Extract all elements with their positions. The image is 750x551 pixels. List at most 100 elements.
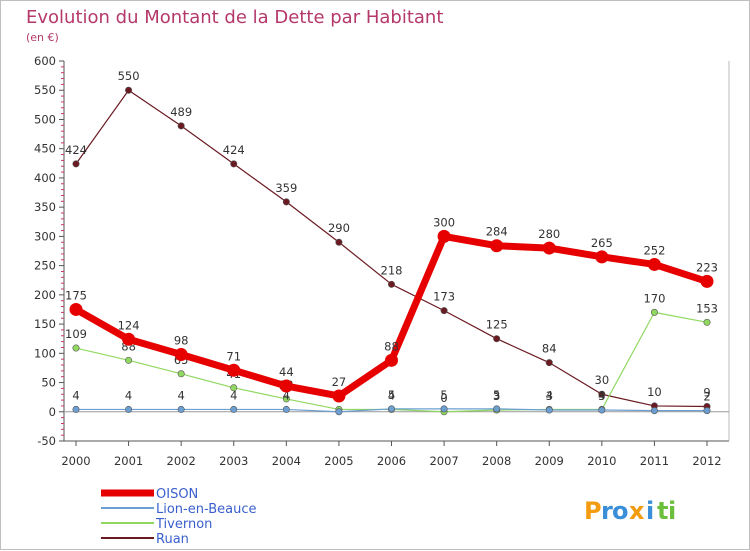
- data-label: 218: [381, 263, 403, 277]
- data-label: 252: [643, 243, 665, 257]
- legend-label: Lion-en-Beauce: [156, 502, 256, 517]
- x-tick-label: 2002: [167, 454, 196, 468]
- data-point: [598, 406, 606, 414]
- data-point: [545, 359, 553, 367]
- data-point: [703, 318, 711, 326]
- data-label: 489: [170, 105, 192, 119]
- data-point: [650, 407, 658, 415]
- data-label: 4: [72, 388, 79, 402]
- data-point: [69, 302, 83, 316]
- data-point: [282, 405, 290, 413]
- data-point: [598, 390, 606, 398]
- data-label: 27: [332, 375, 347, 389]
- data-point: [279, 379, 293, 393]
- legend-item-tivernon: Tivernon: [101, 517, 212, 532]
- data-label: 280: [538, 227, 560, 241]
- data-label: 153: [696, 301, 718, 315]
- axes: -500501001502002503003504004505005506002…: [34, 54, 730, 468]
- data-label: 0: [440, 391, 447, 405]
- brand-letter: r: [601, 497, 613, 525]
- data-point: [230, 405, 238, 413]
- data-point: [440, 405, 448, 413]
- y-tick-label: 500: [34, 112, 56, 126]
- data-label: 424: [65, 143, 87, 157]
- legend-label: OISON: [156, 487, 198, 502]
- brand-letter: t: [657, 497, 668, 525]
- data-point: [545, 406, 553, 414]
- data-label: 10: [647, 385, 662, 399]
- x-tick-label: 2010: [587, 454, 616, 468]
- series-lion-en-beauce: 444440555332: [72, 388, 711, 416]
- brand-letter: x: [629, 497, 645, 525]
- data-label: 284: [486, 225, 508, 239]
- data-point: [493, 405, 501, 413]
- legend-label: Tivernon: [155, 517, 212, 532]
- data-point: [595, 250, 609, 264]
- data-point: [493, 335, 501, 343]
- data-point: [174, 347, 188, 361]
- data-point: [125, 86, 133, 94]
- data-point: [125, 356, 133, 364]
- data-label: 4: [125, 388, 132, 402]
- data-label: 223: [696, 260, 718, 274]
- data-label: 84: [542, 342, 557, 356]
- x-tick-label: 2012: [692, 454, 721, 468]
- legend-item-ruan: Ruan: [101, 532, 189, 547]
- data-label: 300: [433, 215, 455, 229]
- brand-letter: P: [584, 497, 602, 525]
- y-tick-label: 50: [41, 376, 56, 390]
- data-point: [335, 238, 343, 246]
- y-tick-label: 200: [34, 288, 56, 302]
- data-point: [230, 384, 238, 392]
- x-tick-label: 2003: [219, 454, 248, 468]
- data-point: [125, 405, 133, 413]
- data-label: 359: [275, 181, 297, 195]
- data-label: 170: [643, 291, 665, 305]
- y-tick-label: 350: [34, 200, 56, 214]
- data-label: 9: [703, 386, 710, 400]
- data-point: [650, 308, 658, 316]
- x-tick-label: 2004: [272, 454, 301, 468]
- data-label: 88: [384, 339, 399, 353]
- data-label: 424: [223, 143, 245, 157]
- legend-item-lion-en-beauce: Lion-en-Beauce: [101, 502, 256, 517]
- y-tick-label: 600: [34, 54, 56, 68]
- data-point: [332, 389, 346, 403]
- data-label: 3: [493, 389, 500, 403]
- y-tick-label: 300: [34, 229, 56, 243]
- x-tick-label: 2001: [114, 454, 143, 468]
- data-point: [647, 257, 661, 271]
- data-point: [335, 408, 343, 416]
- data-label: 173: [433, 290, 455, 304]
- data-label: 4: [598, 388, 605, 402]
- data-point: [177, 122, 185, 130]
- data-point: [282, 198, 290, 206]
- data-label: 98: [174, 333, 189, 347]
- data-point: [177, 405, 185, 413]
- data-label: 550: [118, 69, 140, 83]
- data-point: [385, 353, 398, 367]
- data-point: [542, 241, 556, 255]
- data-point: [700, 274, 714, 288]
- data-point: [282, 395, 290, 403]
- y-tick-label: 550: [34, 83, 56, 97]
- data-label: 4: [178, 388, 185, 402]
- y-tick-label: 150: [34, 317, 56, 331]
- data-label: 3: [598, 389, 605, 403]
- x-tick-label: 2005: [324, 454, 353, 468]
- data-label: 290: [328, 221, 350, 235]
- legend-label: Ruan: [156, 532, 189, 547]
- y-tick-label: 100: [34, 346, 56, 360]
- brand-letter: i: [646, 497, 654, 525]
- y-tick-label: 0: [49, 405, 56, 419]
- data-point: [72, 344, 80, 352]
- y-tick-label: -50: [37, 434, 56, 448]
- data-point: [703, 407, 711, 415]
- data-point: [177, 370, 185, 378]
- data-label: 4: [283, 388, 290, 402]
- y-tick-label: 250: [34, 259, 56, 273]
